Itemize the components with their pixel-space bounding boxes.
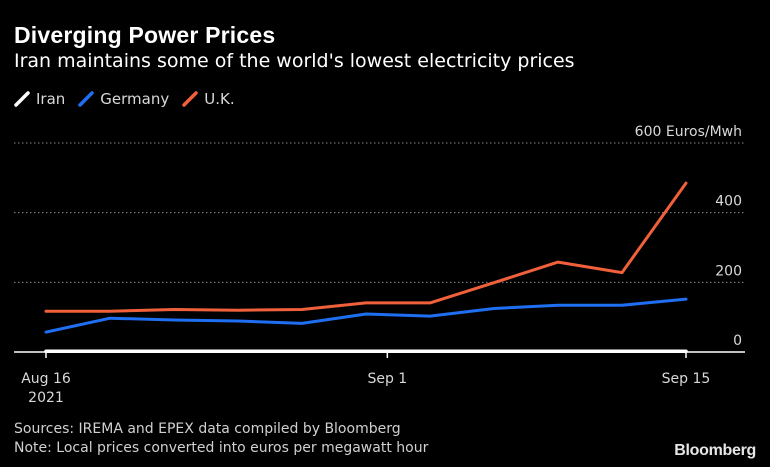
x-tick-label: Aug 16 bbox=[21, 371, 71, 387]
sources-note: Sources: IREMA and EPEX data compiled by… bbox=[14, 421, 401, 437]
y-tick-label: 600 Euros/Mwh bbox=[635, 124, 742, 140]
series-line-germany bbox=[44, 297, 688, 334]
legend-swatch-iran bbox=[14, 91, 30, 107]
footer: Sources: IREMA and EPEX data compiled by… bbox=[14, 420, 428, 458]
y-tick-label: 0 bbox=[733, 333, 742, 349]
legend-swatch-uk bbox=[182, 91, 198, 107]
legend-label-germany: Germany bbox=[100, 90, 170, 108]
legend-label-iran: Iran bbox=[36, 90, 66, 108]
conversion-note: Note: Local prices converted into euros … bbox=[14, 440, 429, 456]
legend-swatch-germany bbox=[78, 91, 95, 107]
y-tick-label: 400 bbox=[715, 194, 742, 210]
x-tick-label: Sep 15 bbox=[662, 371, 711, 387]
x-tick-label: Sep 1 bbox=[367, 371, 407, 387]
x-tick-sublabel: 2021 bbox=[28, 390, 64, 406]
legend-item-germany: Germany bbox=[78, 90, 169, 108]
legend: Iran Germany U.K. bbox=[14, 90, 248, 108]
legend-label-uk: U.K. bbox=[204, 90, 235, 108]
chart-title: Diverging Power Prices bbox=[14, 22, 276, 48]
bloomberg-logo: Bloomberg bbox=[674, 442, 756, 459]
chart-subtitle: Iran maintains some of the world's lowes… bbox=[14, 50, 575, 72]
legend-item-iran: Iran bbox=[14, 90, 65, 108]
y-tick-label: 200 bbox=[715, 263, 742, 279]
series-line-uk bbox=[44, 181, 688, 313]
legend-item-uk: U.K. bbox=[182, 90, 235, 108]
